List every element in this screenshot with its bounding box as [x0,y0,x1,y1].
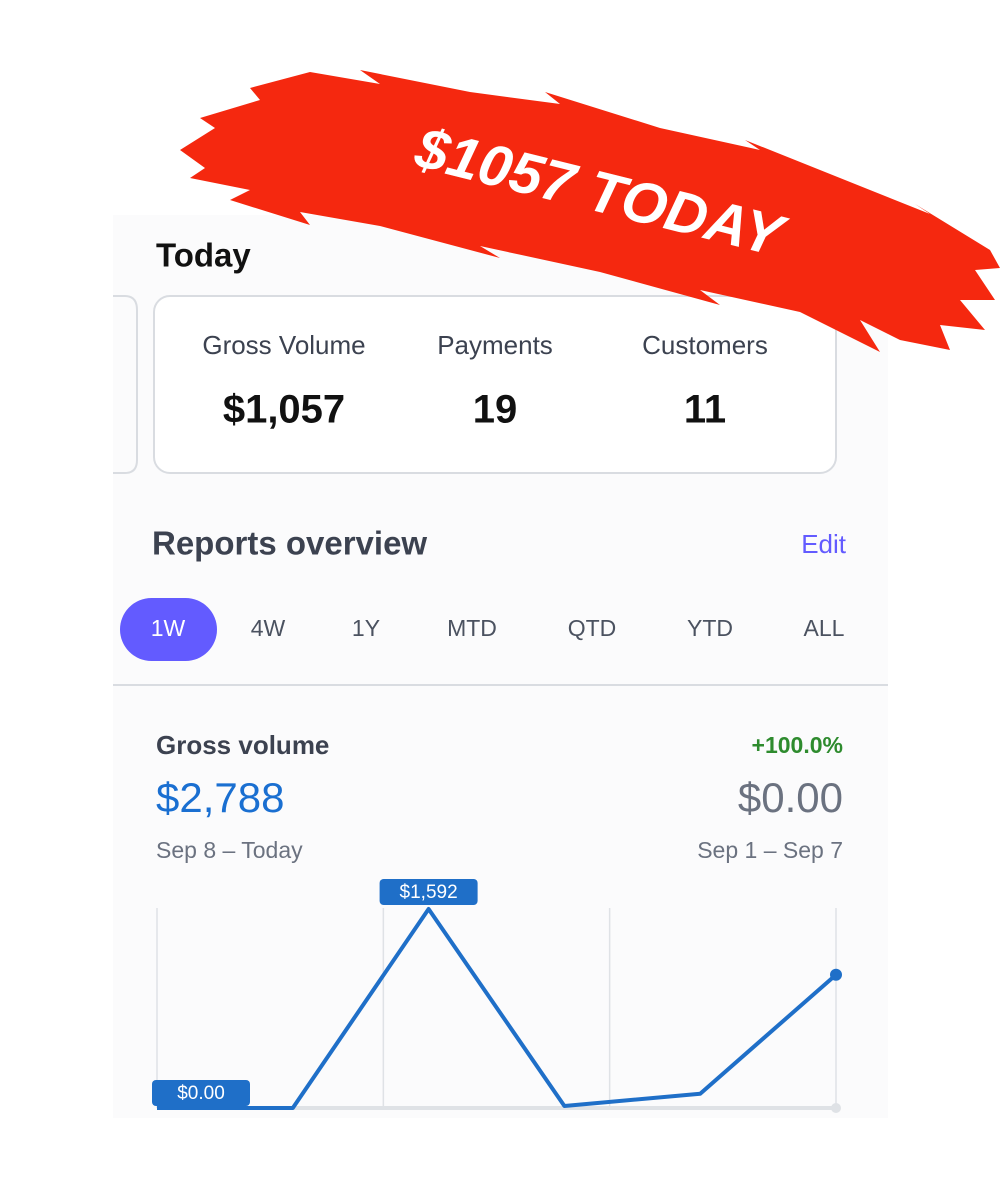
tab[interactable]: ALL [804,615,845,641]
baseline-end [831,1103,841,1113]
change: +100.0% [752,732,843,758]
tab[interactable]: 1W [151,615,186,641]
value-label: $1,592 [400,882,458,903]
tab[interactable]: QTD [568,615,617,641]
metric-title: Gross volume [156,730,329,760]
tab[interactable]: 1Y [352,615,380,641]
card-edge [113,295,138,474]
value-label-box [379,879,478,905]
tab[interactable]: 4W [251,615,286,641]
date-range: Sep 8 – Today [156,837,303,863]
previous-value: $0.00 [738,774,843,821]
current-value: $2,788 [156,774,284,821]
metric-value: $1,057 [223,388,345,432]
tab-pill[interactable] [120,598,217,661]
date-range: Sep 1 – Sep 7 [697,837,843,863]
tab[interactable]: YTD [687,615,733,641]
section-title: Reports overview [152,525,427,562]
tab[interactable]: MTD [447,615,497,641]
value-label-box [152,1080,250,1106]
metric-label: Gross Volume [202,330,365,360]
metric-value: 19 [473,388,518,432]
metric-label: Payments [437,330,553,360]
today-card [153,295,837,474]
line [157,907,838,1110]
metric-value: 11 [684,388,726,432]
metric-label: Customers [642,330,768,360]
brush-stroke [180,70,1000,352]
value-label: $0.00 [177,1083,225,1104]
edit-link[interactable]: Edit [801,529,847,559]
section-title: Today [156,237,251,274]
end-point [830,968,842,981]
